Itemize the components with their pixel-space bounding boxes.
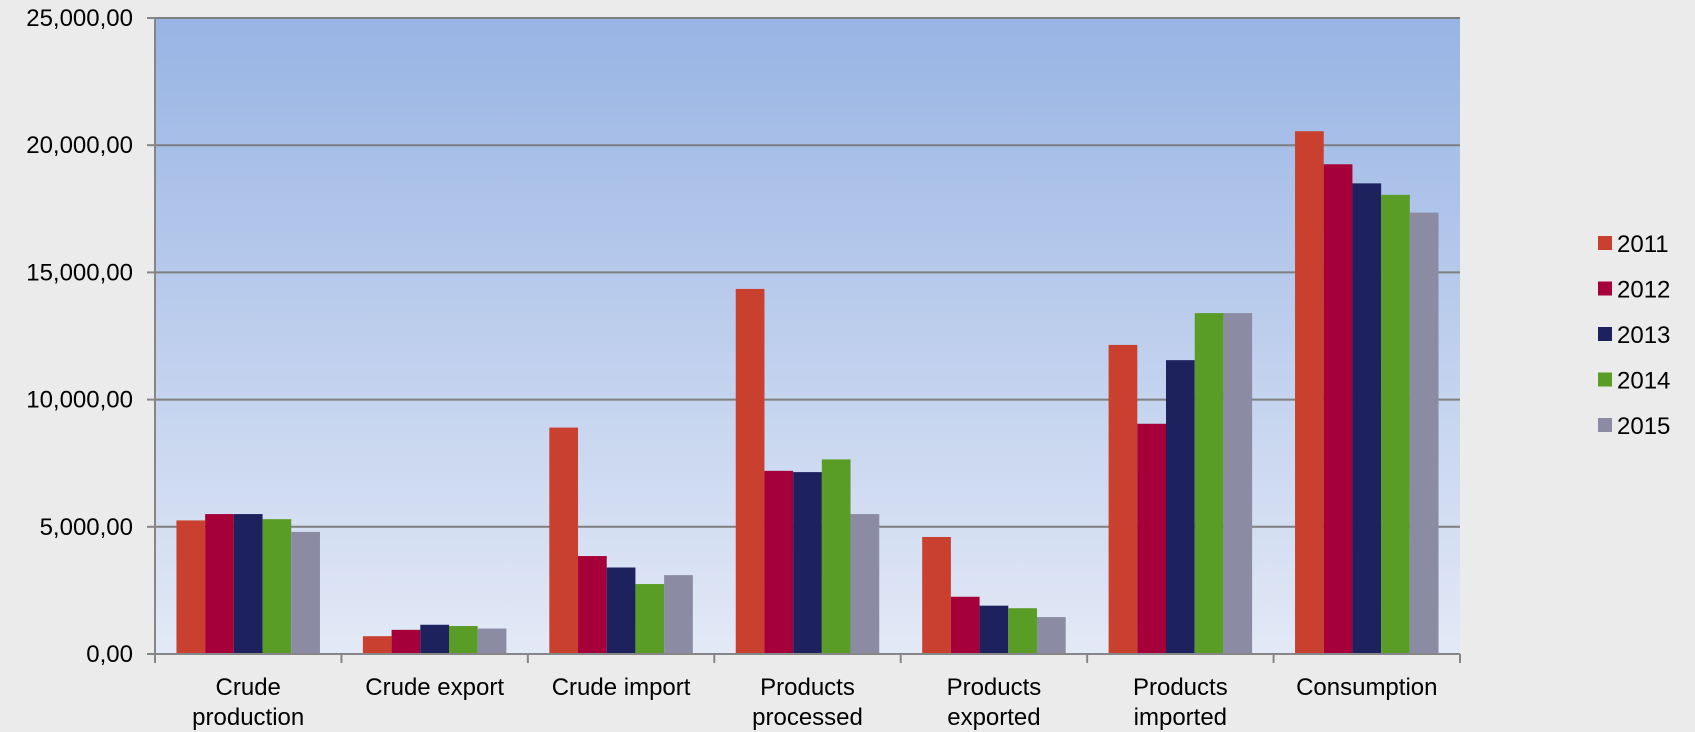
bar-2015-4 [850,514,880,654]
bar-2012-2 [391,629,421,654]
bar-2013-2 [420,624,449,654]
bar-2011-1 [176,520,206,654]
bar-2012-5 [950,596,980,654]
x-axis-tick-labels: Crude production Crude export Crude import P… [192,674,1437,731]
x-tick-label: Crude export [365,674,504,701]
bar-2014-7 [1381,194,1410,655]
bar-2012-1 [205,514,234,654]
bar-2015-2 [477,628,507,654]
bar-2013-5 [979,605,1009,654]
bar-2012-4 [764,470,794,654]
y-axis-tick-labels: 0,00 5,000,00 10,000,00 15,000,00 20,000,00 2… [26,5,133,668]
x-tick-label: Consumption [1296,674,1437,701]
bar-2013-6 [1166,360,1195,654]
legend-swatch [1598,236,1612,250]
bar-2011-4 [735,288,765,654]
y-tick-label: 0,00 [86,641,133,668]
bar-2014-4 [821,459,851,654]
bar-2011-2 [362,636,392,654]
bar-2011-3 [549,427,579,654]
y-tick-label: 10,000,00 [26,387,133,414]
bar-2014-3 [635,584,665,654]
bar-2015-7 [1409,212,1439,654]
x-tick-label: Products exported [947,674,1042,731]
legend-label: 2015 [1617,413,1670,440]
bars [176,131,1439,655]
y-tick-label: 25,000,00 [26,5,133,32]
bar-2015-1 [291,531,320,654]
legend-item-2013: 2013 [1598,322,1670,349]
legend-item-2015: 2015 [1598,413,1670,440]
bar-2013-7 [1352,183,1382,655]
bar-2015-5 [1036,617,1066,654]
x-tick-label: Crude production [192,674,304,731]
bar-2013-1 [233,514,263,654]
legend-label: 2013 [1617,322,1670,349]
bar-2015-3 [664,575,693,654]
x-tick-label: Crude import [552,674,691,701]
bar-2011-5 [922,536,951,654]
bar-2014-5 [1008,608,1037,654]
y-tick-label: 20,000,00 [26,132,133,159]
bar-2014-1 [262,519,292,654]
legend-swatch [1598,372,1612,387]
bar-2013-3 [606,567,636,654]
legend-swatch [1598,418,1612,432]
bar-2012-3 [578,556,607,654]
legend-swatch [1598,281,1612,296]
y-tick-label: 15,000,00 [26,259,133,286]
legend-label: 2014 [1617,368,1670,395]
legend-item-2012: 2012 [1598,277,1670,304]
legend-label: 2011 [1617,231,1669,258]
y-tick-label: 5,000,00 [40,514,133,541]
legend-label: 2012 [1617,277,1670,304]
bar-2014-6 [1194,313,1224,654]
axes [147,17,1461,663]
bar-2015-6 [1223,313,1253,654]
bar-2011-7 [1295,131,1324,654]
x-tick-label: Products imported [1133,674,1228,731]
x-tick-label: Products processed [752,674,863,731]
bar-2011-6 [1108,344,1138,654]
bar-2012-6 [1137,423,1167,654]
legend-item-2014: 2014 [1598,368,1670,395]
bar-2012-7 [1323,164,1353,654]
legend: 2011 2012 2013 2014 2015 [1598,231,1670,440]
bar-2013-4 [793,472,822,654]
legend-item-2011: 2011 [1598,231,1669,258]
bar-2014-2 [448,626,478,654]
legend-swatch [1598,327,1612,341]
